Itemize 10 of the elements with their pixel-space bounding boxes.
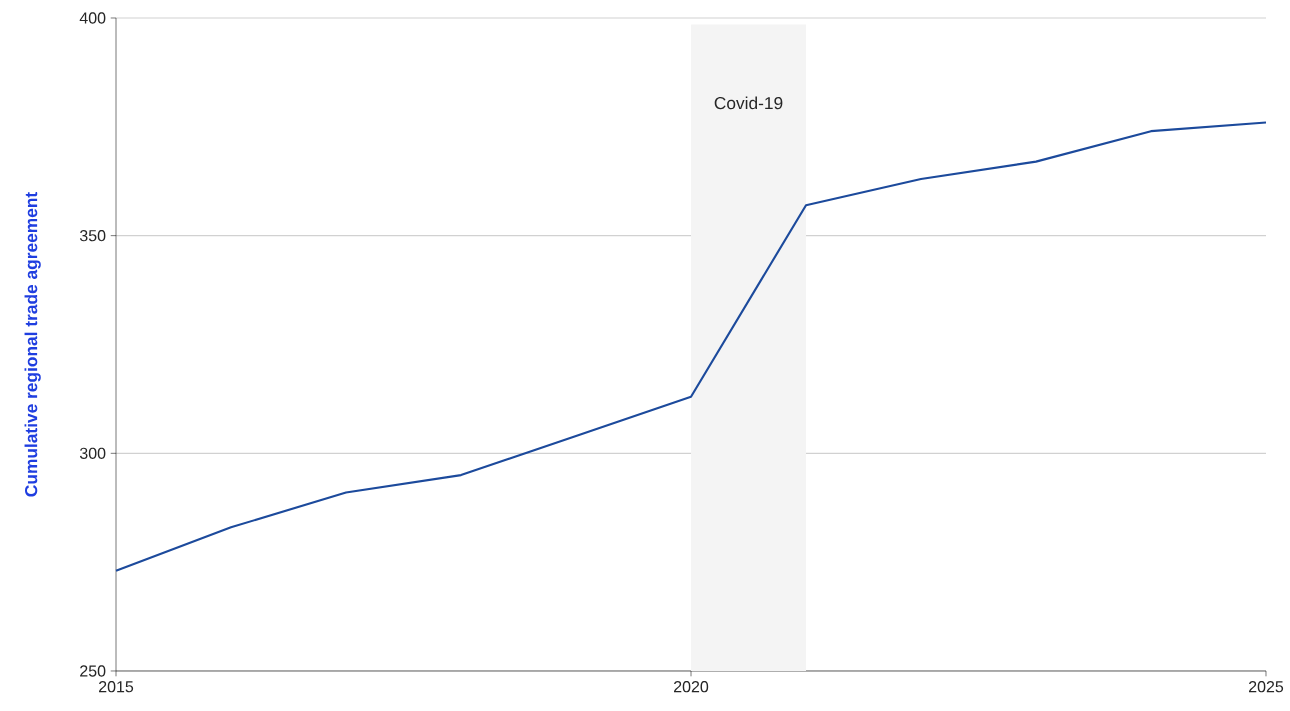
- y-axis-title: Cumulative regional trade agreement: [24, 192, 41, 497]
- y-tick-label: 350: [79, 230, 106, 242]
- y-tick-label: 400: [79, 12, 106, 24]
- x-tick-label: 2015: [99, 681, 134, 693]
- y-tick-label: 250: [80, 665, 106, 677]
- line-series: [114, 121, 1268, 572]
- x-tick-label: 2020: [674, 681, 709, 693]
- band-label: Covid-19: [714, 96, 783, 110]
- y-tick-label: 300: [79, 447, 106, 459]
- x-tick-label: 2025: [1248, 681, 1284, 693]
